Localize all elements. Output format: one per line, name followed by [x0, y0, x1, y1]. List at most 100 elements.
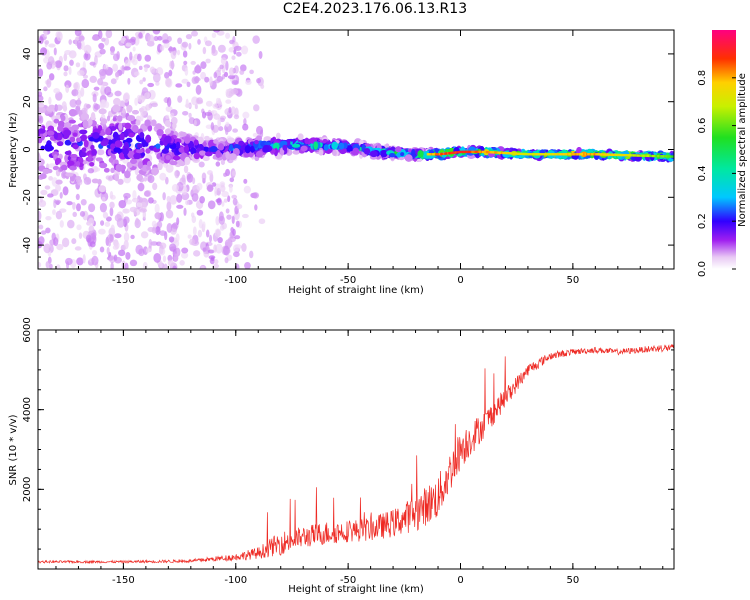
spectral-blob [75, 161, 81, 167]
noise-blob [179, 260, 185, 266]
noise-blob [236, 51, 242, 57]
spectral-blob [205, 151, 213, 157]
ridge-core [519, 152, 522, 156]
ridge-core [452, 151, 455, 154]
noise-blob [202, 46, 207, 55]
noise-blob [158, 247, 166, 256]
noise-blob [91, 255, 99, 266]
ridge-core [661, 155, 664, 158]
noise-blob [214, 186, 218, 197]
ridge-core [646, 154, 649, 158]
noise-blob [59, 208, 67, 213]
noise-blob [258, 50, 263, 59]
spectral-blob [72, 144, 79, 150]
noise-blob [106, 115, 111, 122]
ridge-core [518, 152, 521, 155]
spectral-blob [132, 124, 139, 133]
noise-blob [169, 243, 177, 252]
spectral-blob [151, 167, 159, 175]
ridge-core [599, 153, 602, 156]
noise-blob [89, 241, 96, 248]
ridge-core [557, 153, 560, 156]
x-tick-label: 50 [567, 575, 580, 586]
ridge-core [534, 153, 537, 156]
noise-blob [230, 106, 236, 115]
noise-blob [45, 227, 51, 234]
noise-blob [76, 39, 82, 49]
spectral-blob [72, 132, 78, 137]
noise-blob [165, 105, 173, 112]
noise-blob [181, 78, 189, 84]
noise-blob [130, 234, 135, 240]
ridge-core [438, 152, 441, 156]
spectral-blob [108, 157, 114, 163]
spectral-blob [244, 145, 251, 154]
spectral-blob [112, 104, 121, 113]
spectral-blob [63, 121, 72, 128]
noise-blob [241, 45, 249, 55]
noise-blob [176, 49, 181, 56]
noise-blob [225, 121, 230, 127]
noise-blob [76, 70, 85, 77]
spectral-blob [254, 140, 259, 145]
ridge-core [553, 153, 556, 156]
ridge-core [514, 152, 517, 155]
spectral-blob [63, 129, 72, 137]
noise-blob [241, 243, 247, 252]
ridge-core [604, 153, 607, 156]
ridge-core [587, 153, 590, 156]
spectral-blob [69, 165, 77, 171]
spectral-blob [193, 152, 201, 160]
noise-blob [182, 50, 188, 58]
noise-blob [56, 31, 63, 42]
noise-blob [215, 161, 221, 167]
noise-blob [118, 249, 126, 257]
ridge-core [615, 153, 618, 157]
noise-blob [189, 238, 196, 246]
noise-blob [93, 86, 100, 91]
spectral-blob [87, 118, 93, 126]
spectral-blob [114, 173, 120, 182]
noise-blob [137, 53, 142, 62]
noise-blob [234, 65, 239, 74]
ridge-core [654, 154, 657, 158]
spectral-blob [300, 145, 308, 152]
noise-blob [163, 263, 168, 269]
ridge-core [441, 152, 444, 156]
noise-blob [83, 52, 91, 61]
noise-blob [170, 49, 177, 60]
ridge-core [541, 153, 544, 156]
ridge-core [484, 150, 487, 154]
spectral-blob [238, 140, 245, 146]
noise-blob [135, 217, 140, 226]
noise-blob [231, 80, 239, 86]
noise-blob [153, 35, 159, 42]
noise-blob [152, 182, 158, 191]
ridge-core [651, 154, 654, 158]
spectral-blob [119, 132, 125, 141]
noise-blob [143, 190, 151, 197]
ridge-core [577, 153, 580, 156]
ridge-core [473, 150, 476, 154]
spectral-blob [400, 152, 405, 157]
noise-blob [74, 246, 82, 251]
noise-blob [231, 55, 236, 60]
x-tick-label: 0 [457, 275, 463, 286]
noise-blob [48, 96, 52, 105]
noise-blob [63, 53, 68, 62]
x-tick-label: 0 [457, 575, 463, 586]
spectral-blob [183, 165, 189, 174]
noise-blob [64, 49, 72, 55]
ridge-core [548, 153, 551, 156]
noise-blob [40, 189, 48, 196]
spectral-blob [145, 134, 152, 143]
spectral-blob [70, 153, 78, 159]
snr-x-label: Height of straight line (km) [288, 584, 424, 595]
noise-blob [181, 41, 189, 48]
noise-blob [197, 229, 203, 238]
spectral-blob [262, 144, 270, 153]
ridge-core [537, 153, 540, 156]
noise-blob [195, 64, 201, 71]
spectral-blob [68, 119, 76, 124]
